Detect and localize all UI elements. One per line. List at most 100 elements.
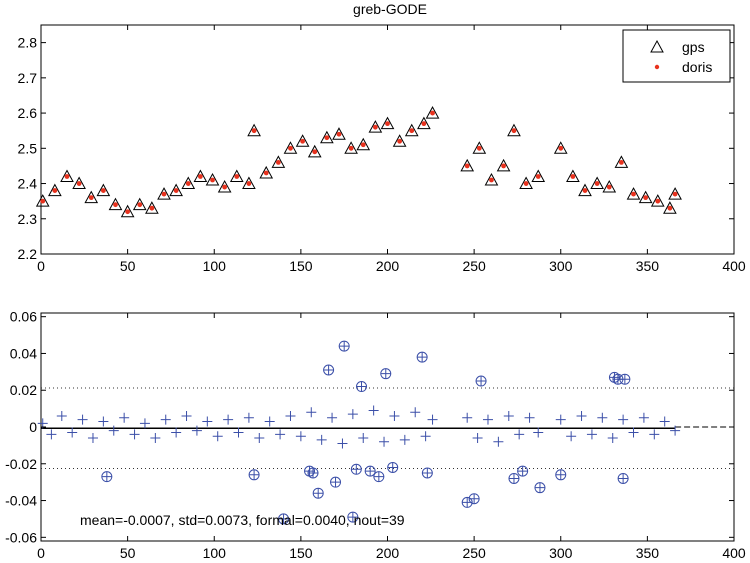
- gps-point: [344, 141, 358, 154]
- gps-point: [519, 176, 533, 190]
- doris-point: [76, 181, 82, 186]
- residual-point: [368, 405, 379, 416]
- residual-point: [129, 429, 140, 440]
- gps-point: [356, 137, 371, 151]
- gps-point: [380, 116, 395, 130]
- doris-point: [40, 198, 46, 204]
- y-tick-label: 2.2: [18, 246, 38, 262]
- legend-doris-label: doris: [682, 59, 712, 75]
- stats-annotation: mean=-0.0007, std=0.0073, formal=0.0040,…: [80, 512, 405, 528]
- gps-point: [157, 187, 171, 200]
- gps-point: [169, 183, 183, 197]
- residual-point: [285, 410, 296, 421]
- doris-point: [288, 145, 293, 151]
- doris-point: [149, 205, 155, 211]
- x-tick-label: 400: [722, 258, 746, 274]
- x-tick-label: 350: [636, 545, 660, 561]
- gps-point: [145, 201, 159, 214]
- gps-point: [484, 172, 499, 186]
- residual-point: [462, 412, 473, 423]
- doris-point: [667, 205, 673, 211]
- gps-point: [626, 187, 641, 200]
- gps-point: [638, 190, 653, 204]
- residual-point: [597, 412, 608, 423]
- top-marks: [35, 106, 682, 218]
- residual-point: [212, 431, 223, 442]
- doris-point: [137, 202, 143, 208]
- residual-point: [233, 427, 244, 438]
- x-tick-label: 400: [722, 545, 746, 561]
- y-tick-label: 2.5: [18, 140, 38, 156]
- gps-point: [332, 127, 346, 140]
- doris-point: [336, 131, 342, 137]
- gps-point: [668, 187, 682, 200]
- doris-point: [631, 191, 636, 197]
- residual-point: [586, 429, 597, 440]
- outlier-point: [101, 471, 113, 483]
- y-tick-label: 0: [29, 419, 37, 435]
- outlier-point: [421, 467, 433, 479]
- bottom-reference-lines: [41, 387, 734, 470]
- residual-point: [399, 434, 410, 445]
- outlier-point: [373, 471, 385, 483]
- x-tick-label: 250: [462, 545, 486, 561]
- residual-point: [98, 416, 109, 427]
- x-tick-label: 50: [120, 258, 136, 274]
- residual-point: [223, 414, 234, 425]
- gps-point: [283, 141, 298, 154]
- residual-point: [327, 412, 338, 423]
- gps-point: [460, 158, 475, 172]
- gps-point: [60, 169, 74, 182]
- gps-point: [566, 169, 580, 182]
- doris-point: [421, 121, 427, 127]
- outlier-point: [617, 472, 629, 484]
- y-tick-label: -0.04: [5, 493, 37, 509]
- residual-point: [566, 431, 577, 442]
- doris-point: [430, 110, 435, 116]
- outlier-point: [307, 467, 319, 479]
- residual-point: [87, 433, 98, 444]
- residual-point: [493, 436, 504, 447]
- gps-point: [242, 176, 256, 190]
- doris-point: [523, 181, 529, 186]
- legend-gps-label: gps: [682, 39, 705, 55]
- doris-point: [582, 188, 588, 193]
- residual-point: [46, 429, 57, 440]
- gps-point: [96, 183, 111, 197]
- doris-point: [409, 128, 415, 134]
- x-tick-label: 0: [37, 545, 45, 561]
- gps-point: [425, 106, 440, 119]
- y-tick-label: -0.06: [5, 529, 37, 545]
- outlier-point: [475, 375, 487, 387]
- gps-point: [271, 155, 286, 168]
- gps-point: [229, 169, 244, 182]
- residual-point: [254, 433, 265, 444]
- residual-point: [472, 433, 483, 444]
- outlier-point: [330, 476, 342, 488]
- gps-point: [404, 123, 419, 137]
- residual-point: [119, 412, 130, 423]
- gps-point: [108, 197, 123, 211]
- gps-point: [578, 183, 592, 197]
- doris-point: [197, 174, 203, 179]
- gps-point: [295, 134, 310, 147]
- x-tick-label: 100: [203, 545, 227, 561]
- gps-point: [307, 144, 322, 158]
- x-tick-label: 350: [636, 258, 660, 274]
- doris-point: [535, 174, 541, 179]
- residual-point: [191, 425, 202, 436]
- doris-point: [360, 142, 366, 148]
- residual-point: [160, 414, 171, 425]
- residual-point: [108, 425, 119, 436]
- doris-point: [100, 188, 106, 193]
- y-tick-label: -0.02: [5, 456, 37, 472]
- doris-point: [234, 174, 240, 179]
- residual-point: [275, 429, 286, 440]
- gps-point: [531, 169, 546, 182]
- y-tick-label: 2.4: [18, 176, 38, 192]
- residual-point: [316, 434, 327, 445]
- outlier-point: [619, 373, 631, 385]
- doris-point: [275, 160, 281, 165]
- x-tick-label: 200: [376, 545, 400, 561]
- doris-point: [324, 135, 330, 141]
